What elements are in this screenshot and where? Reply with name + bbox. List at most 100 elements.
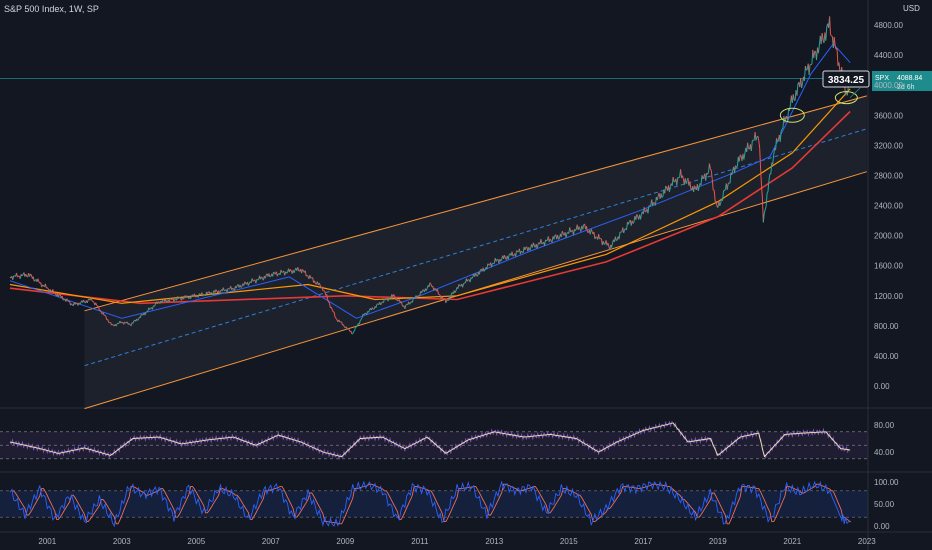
price-candle (761, 198, 764, 223)
price-candle (366, 311, 369, 315)
price-candle (409, 302, 411, 305)
price-candle (649, 204, 652, 207)
price-candle (354, 326, 356, 331)
price-candle (421, 289, 424, 294)
price-candle (124, 321, 126, 324)
price-candle (144, 312, 147, 316)
price-candle (264, 275, 267, 279)
price-candle (413, 297, 416, 300)
annotation-badge[interactable] (822, 70, 870, 88)
price-candle (661, 196, 664, 198)
price-candle (454, 290, 457, 293)
rsi-ma-line (9, 422, 851, 458)
price-axis-tick: 1600.00 (874, 262, 903, 271)
price-candle (32, 276, 35, 282)
price-candle (222, 287, 225, 291)
price-axis-tick: 400.00 (874, 352, 899, 361)
price-candle (90, 297, 93, 301)
price-candle (643, 207, 646, 213)
price-candle (168, 297, 171, 302)
price-candle (578, 226, 581, 230)
price-candle (356, 325, 358, 328)
price-candle (664, 186, 667, 194)
price-candle (342, 324, 345, 327)
stoch-axis-tick: 100.00 (874, 478, 899, 487)
price-candle (44, 283, 47, 289)
price-candle (471, 276, 474, 279)
price-candle (713, 190, 716, 202)
price-candle (549, 238, 552, 241)
price-candle (104, 314, 107, 317)
price-candle (107, 319, 110, 323)
price-candle (491, 263, 493, 268)
price-candle (652, 202, 654, 207)
price-candle (61, 295, 64, 301)
price-candle (462, 283, 465, 288)
price-candle (375, 304, 378, 308)
time-axis-tick: 2001 (38, 537, 56, 546)
price-candle (96, 304, 98, 307)
price-candle (541, 242, 543, 245)
price-candle (626, 221, 628, 230)
price-candle (272, 271, 275, 277)
price-candle (710, 170, 713, 180)
price-candle (801, 82, 804, 89)
price-candle (775, 138, 777, 151)
main-price-pane[interactable]: 3834.25 (0, 16, 870, 410)
price-candle (252, 280, 255, 282)
price-candle (739, 154, 742, 157)
last-price-box[interactable] (872, 71, 932, 91)
price-candle (120, 321, 123, 324)
price-candle (540, 239, 543, 244)
price-candle (544, 239, 546, 246)
price-candle (268, 273, 271, 277)
price-candle (261, 276, 263, 279)
price-candle (765, 193, 768, 207)
price-candle (590, 228, 593, 232)
price-candle (821, 32, 824, 41)
price-candle (182, 297, 185, 300)
price-candle (323, 290, 326, 292)
stochastic-pane[interactable] (0, 480, 868, 528)
price-candle (178, 297, 180, 300)
price-candle (760, 168, 762, 186)
price-candle (763, 209, 766, 215)
price-candle (660, 193, 663, 198)
time-axis-tick: 2015 (560, 537, 578, 546)
time-axis-tick: 2009 (336, 537, 354, 546)
ema-long-line (9, 110, 851, 305)
price-candle (693, 185, 695, 193)
price-candle (640, 214, 642, 220)
price-candle (558, 237, 560, 240)
price-axis-tick: 4800.00 (874, 21, 903, 30)
price-candle (750, 140, 753, 152)
price-candle (685, 180, 688, 184)
rsi-pane[interactable] (0, 420, 868, 461)
price-candle (813, 51, 816, 59)
price-candle (672, 177, 675, 182)
price-candle (504, 255, 506, 258)
price-candle (623, 229, 626, 234)
price-candle (353, 330, 355, 332)
price-candle (715, 201, 718, 207)
price-candle (627, 221, 630, 225)
price-candle (553, 235, 556, 240)
price-candle (569, 227, 572, 233)
price-candle (111, 323, 113, 326)
price-candle (193, 293, 196, 298)
price-candle (586, 226, 588, 233)
price-candle (105, 316, 108, 321)
price-candle (529, 248, 532, 251)
price-candle (524, 246, 527, 251)
price-candle (37, 278, 40, 282)
price-candle (327, 299, 329, 303)
price-candle (273, 271, 275, 274)
price-candle (330, 306, 333, 310)
price-candle (190, 295, 193, 299)
stoch-d-line (11, 483, 852, 525)
price-candle (680, 169, 682, 178)
price-candle (71, 303, 73, 306)
price-candle (624, 228, 626, 230)
